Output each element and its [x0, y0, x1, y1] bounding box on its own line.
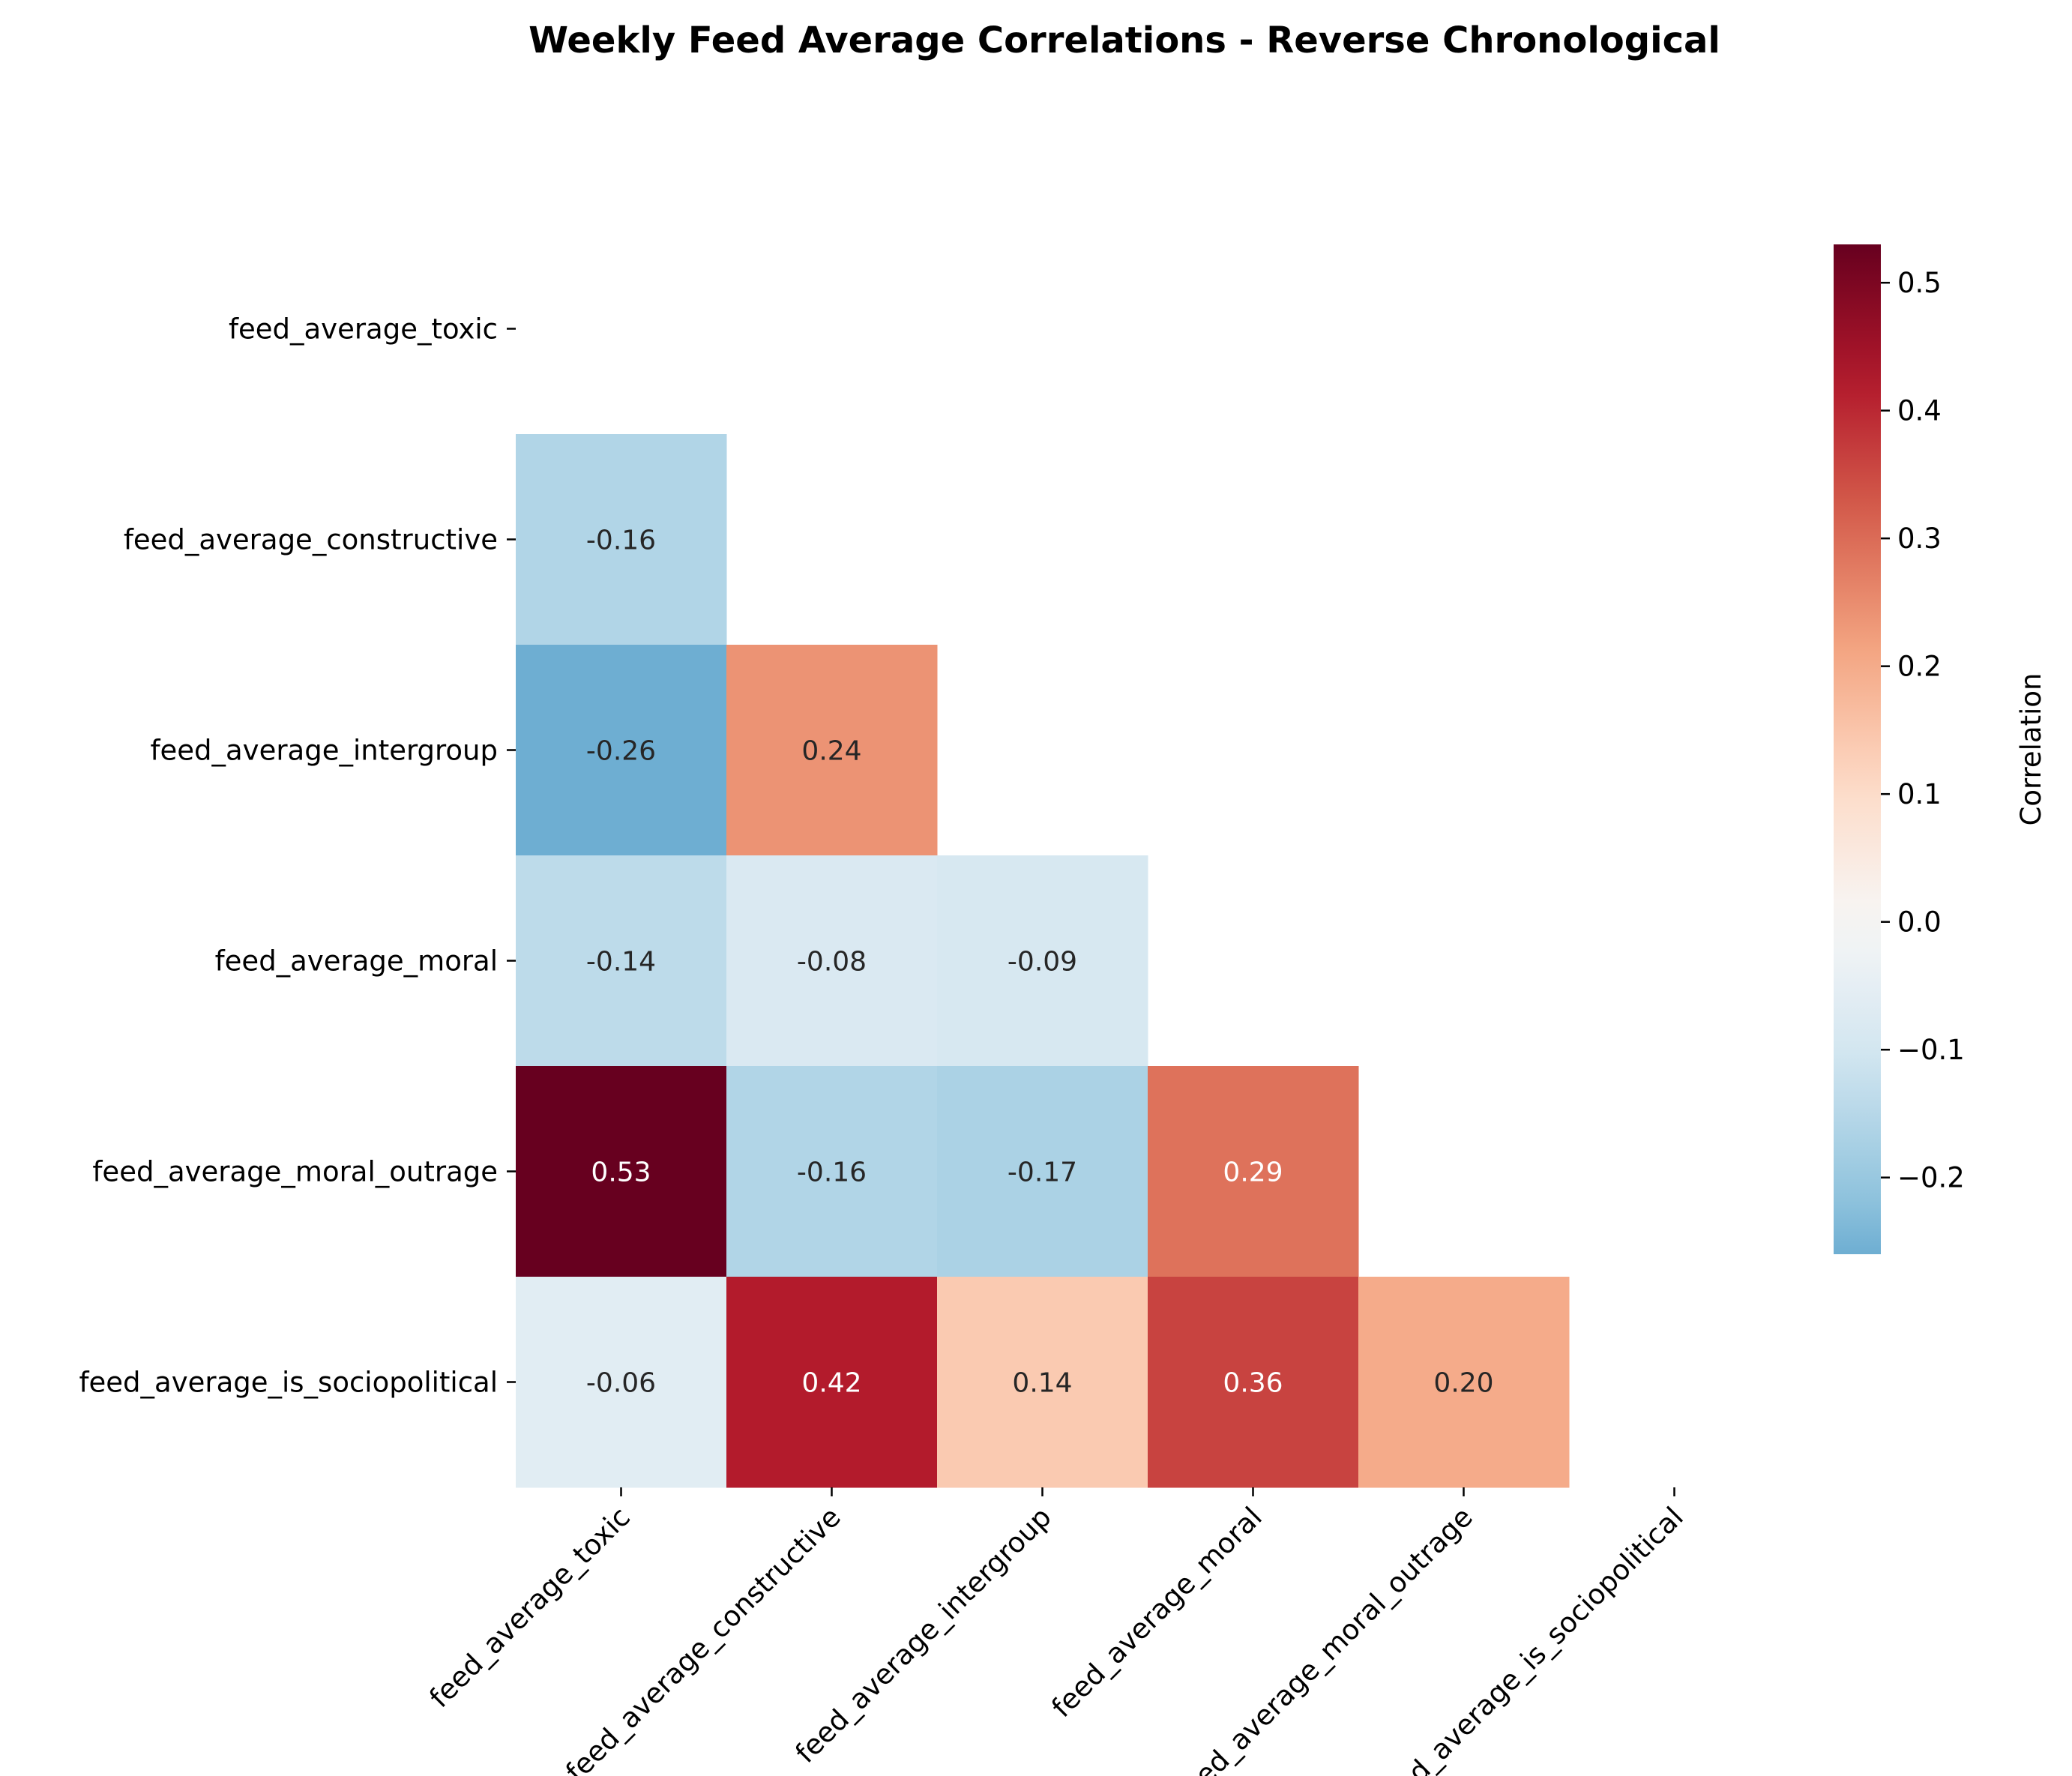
cell-value-label: -0.17 — [1008, 1158, 1077, 1188]
heatmap-cell — [726, 1066, 938, 1277]
y-tick-label: feed_average_intergroup — [150, 735, 498, 767]
cell-value-label: 0.14 — [1012, 1368, 1072, 1399]
chart-title: Weekly Feed Average Correlations - Rever… — [528, 19, 1720, 61]
cell-value-label: 0.29 — [1223, 1158, 1283, 1188]
cell-value-label: 0.53 — [591, 1158, 651, 1188]
heatmap-cell — [516, 1066, 727, 1277]
heatmap-cell — [726, 1277, 938, 1488]
y-tick-label: feed_average_constructive — [124, 524, 498, 556]
colorbar-tick-label: 0.4 — [1897, 395, 1942, 427]
heatmap-cell — [726, 645, 938, 856]
colorbar-tick-label: 0.1 — [1897, 778, 1942, 810]
heatmap-cell — [1358, 1277, 1570, 1488]
heatmap-cell — [516, 434, 727, 645]
heatmap-cell — [516, 1277, 727, 1488]
colorbar-tick-label: −0.2 — [1897, 1162, 1965, 1194]
colorbar-tick-label: 0.5 — [1897, 267, 1942, 299]
cell-value-labels: -0.16 -0.26 0.24 -0.14 -0.08 -0.09 0.53 -0.16 -0… — [586, 526, 1494, 1399]
colorbar-tick-label: 0.3 — [1897, 523, 1942, 555]
heatmap-cell — [937, 1066, 1148, 1277]
heatmap-cell — [1148, 1277, 1359, 1488]
heatmap-cell — [516, 645, 727, 856]
colorbar: −0.2 −0.1 0.0 0.1 0.2 0.3 0.4 0.5 Correlation — [1834, 244, 2047, 1254]
y-tick-label: feed_average_toxic — [229, 313, 498, 346]
colorbar-tick-label: 0.2 — [1897, 651, 1942, 683]
heatmap-cell — [516, 855, 727, 1067]
x-axis: feed_average_toxicfeed_average_construct… — [424, 1487, 1690, 1776]
cell-value-label: -0.16 — [586, 526, 656, 556]
cell-value-label: -0.26 — [586, 736, 656, 767]
cell-value-label: -0.09 — [1008, 947, 1077, 978]
y-axis: feed_average_toxic feed_average_construct… — [79, 313, 516, 1399]
colorbar-gradient — [1834, 244, 1881, 1254]
x-tick-label: feed_average_moral — [1046, 1501, 1268, 1724]
cell-value-label: 0.20 — [1433, 1368, 1493, 1399]
y-tick-label: feed_average_moral — [215, 945, 498, 978]
y-tick-label: feed_average_moral_outrage — [92, 1156, 498, 1188]
cell-value-label: -0.16 — [797, 1158, 867, 1188]
x-tick-label: feed_average_toxic — [424, 1501, 636, 1714]
cell-value-label: -0.06 — [586, 1368, 656, 1399]
y-tick-label: feed_average_is_sociopolitical — [79, 1367, 498, 1399]
colorbar-label: Correlation — [2015, 672, 2047, 825]
cell-value-label: 0.42 — [801, 1368, 861, 1399]
heatmap-cell — [726, 855, 938, 1067]
heatmap-cell — [1148, 1066, 1359, 1277]
cell-value-label: 0.36 — [1223, 1368, 1283, 1399]
cell-value-label: -0.14 — [586, 947, 656, 978]
cell-value-label: 0.24 — [801, 736, 861, 767]
heatmap-cell — [937, 1277, 1148, 1488]
cell-value-label: -0.08 — [797, 947, 867, 978]
heatmap-cells — [516, 434, 1570, 1488]
heatmap-cell — [937, 855, 1148, 1067]
colorbar-tick-label: 0.0 — [1897, 906, 1942, 939]
colorbar-tick-label: −0.1 — [1897, 1034, 1965, 1066]
